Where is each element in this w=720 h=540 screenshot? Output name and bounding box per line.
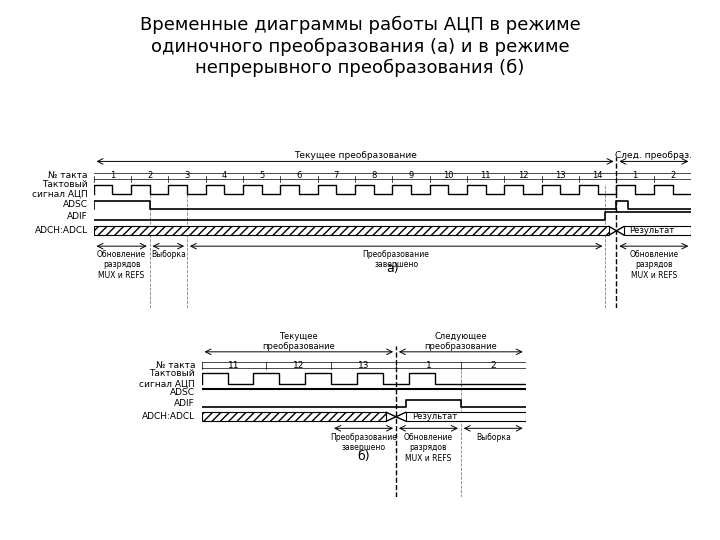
Text: ADCH:ADCL: ADCH:ADCL — [35, 226, 88, 235]
Text: ADSC: ADSC — [63, 200, 88, 210]
Text: 9: 9 — [408, 171, 414, 180]
Text: След. преобраз.: След. преобраз. — [616, 151, 693, 160]
Text: 11: 11 — [480, 171, 491, 180]
Text: 13: 13 — [358, 361, 369, 370]
Text: 12: 12 — [518, 171, 528, 180]
Text: Обновление
разрядов
MUX и REFS: Обновление разрядов MUX и REFS — [404, 433, 453, 463]
Text: Обновление
разрядов
MUX и REFS: Обновление разрядов MUX и REFS — [97, 250, 146, 280]
Text: 10: 10 — [444, 171, 454, 180]
Text: 6: 6 — [297, 171, 302, 180]
Bar — [202, 413, 386, 421]
Text: 1: 1 — [426, 361, 431, 370]
Text: 13: 13 — [555, 171, 566, 180]
Text: 8: 8 — [371, 171, 377, 180]
Bar — [94, 226, 609, 235]
Bar — [624, 226, 691, 235]
Text: ADSC: ADSC — [170, 388, 195, 397]
Text: 3: 3 — [184, 171, 189, 180]
Text: 11: 11 — [228, 361, 240, 370]
Text: Тактовый
сигнал АЦП: Тактовый сигнал АЦП — [140, 369, 195, 388]
Text: Результат: Результат — [629, 226, 675, 235]
Text: Результат: Результат — [413, 412, 457, 421]
Text: Выборка: Выборка — [151, 250, 186, 259]
Text: Преобразование
завершено: Преобразование завершено — [363, 250, 430, 269]
Text: № такта: № такта — [48, 171, 88, 180]
Text: 1: 1 — [633, 171, 638, 180]
Text: Текущее
преобразование: Текущее преобразование — [262, 332, 336, 351]
Text: Обновление
разрядов
MUX и REFS: Обновление разрядов MUX и REFS — [629, 250, 678, 280]
Text: ADIF: ADIF — [174, 399, 195, 408]
Text: 4: 4 — [222, 171, 227, 180]
Text: ADIF: ADIF — [67, 212, 88, 221]
Text: а): а) — [386, 261, 399, 274]
Text: 12: 12 — [293, 361, 305, 370]
Text: Преобразование
завершено: Преобразование завершено — [330, 433, 397, 452]
Text: 14: 14 — [593, 171, 603, 180]
Text: Выборка: Выборка — [476, 433, 510, 442]
Text: Временные диаграммы работы АЦП в режиме
одиночного преобразования (а) и в режиме: Временные диаграммы работы АЦП в режиме … — [140, 16, 580, 77]
Text: Тактовый
сигнал АЦП: Тактовый сигнал АЦП — [32, 180, 88, 199]
Text: № такта: № такта — [156, 361, 195, 370]
Text: б): б) — [357, 450, 370, 463]
Text: Следующее
преобразование: Следующее преобразование — [424, 332, 498, 351]
Text: 2: 2 — [670, 171, 675, 180]
Text: ADCH:ADCL: ADCH:ADCL — [142, 412, 195, 421]
Text: 2: 2 — [147, 171, 152, 180]
Text: 2: 2 — [490, 361, 496, 370]
Text: 5: 5 — [259, 171, 264, 180]
Bar — [406, 413, 526, 421]
Text: Текущее преобразование: Текущее преобразование — [294, 151, 416, 160]
Text: 7: 7 — [333, 171, 339, 180]
Text: 1: 1 — [109, 171, 115, 180]
